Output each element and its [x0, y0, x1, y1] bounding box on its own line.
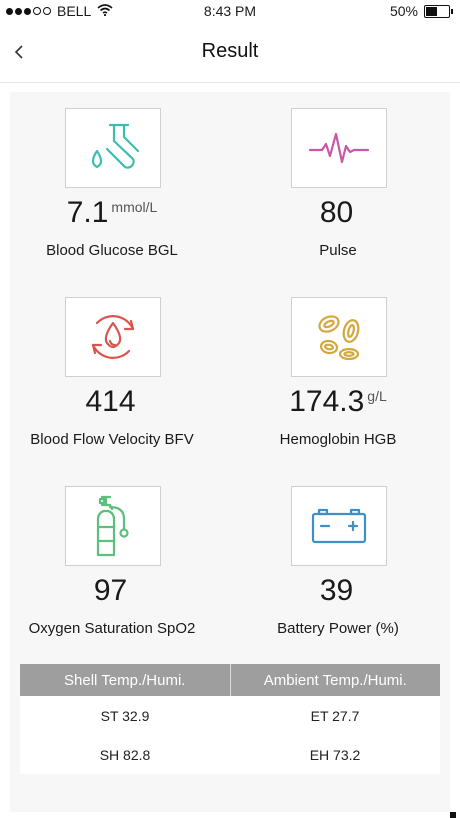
table-row: ST 32.9 ET 27.7 — [20, 696, 440, 735]
metric-label: Blood Glucose BGL — [46, 242, 178, 259]
table-cell: ST 32.9 — [100, 707, 150, 724]
metric-value: 97 — [93, 574, 128, 607]
metric-label: Hemoglobin HGB — [279, 431, 397, 448]
chevron-left-icon — [14, 45, 23, 59]
battery-percent: 50% — [389, 3, 418, 19]
table-row: SH 82.8 EH 73.2 — [20, 735, 440, 774]
metric-value: 414 — [85, 385, 136, 418]
status-left: BELL — [6, 3, 113, 19]
test-tube-drop-icon — [65, 108, 161, 188]
metric-label: Battery Power (%) — [277, 620, 399, 637]
signal-strength-icon — [6, 7, 51, 15]
column-header-ambient: Ambient Temp./Humi. — [229, 664, 440, 696]
oxygen-tank-icon — [65, 486, 161, 566]
blood-drop-cycle-icon — [65, 297, 161, 377]
metric-unit: g/L — [367, 388, 387, 404]
metric-label: Pulse — [319, 242, 357, 259]
table-cell: SH 82.8 — [99, 746, 151, 763]
car-battery-icon — [291, 486, 387, 566]
wifi-icon — [97, 3, 113, 19]
battery-icon — [424, 4, 453, 18]
status-time: 8:43 PM — [203, 3, 257, 19]
table-header: Shell Temp./Humi. Ambient Temp./Humi. — [20, 664, 440, 696]
temperature-humidity-table: Shell Temp./Humi. Ambient Temp./Humi. ST… — [20, 664, 440, 774]
scroll-indicator — [450, 812, 456, 818]
pulse-wave-icon — [291, 108, 387, 188]
page-title: Result — [201, 40, 259, 62]
metric-label: Blood Flow Velocity BFV — [30, 431, 194, 448]
status-bar: BELL 8:43 PM 50% — [0, 0, 460, 24]
column-header-shell: Shell Temp./Humi. — [20, 664, 230, 696]
table-cell: EH 73.2 — [309, 746, 361, 763]
results-panel: 7.1 mmol/L Blood Glucose BGL 80 Pulse 414… — [10, 92, 450, 812]
metric-value: 174.3 g/L — [289, 385, 387, 418]
metric-label: Oxygen Saturation SpO2 — [28, 620, 196, 637]
carrier-name: BELL — [57, 3, 92, 19]
metric-value: 80 — [319, 196, 354, 229]
metric-unit: mmol/L — [111, 199, 158, 215]
metric-value: 39 — [319, 574, 354, 607]
table-cell: ET 27.7 — [310, 707, 360, 724]
blood-cells-icon — [291, 297, 387, 377]
status-right: 50% — [389, 3, 453, 19]
metric-value: 7.1 mmol/L — [66, 196, 158, 229]
navigation-bar: Result — [0, 24, 460, 83]
back-button[interactable] — [8, 38, 30, 66]
